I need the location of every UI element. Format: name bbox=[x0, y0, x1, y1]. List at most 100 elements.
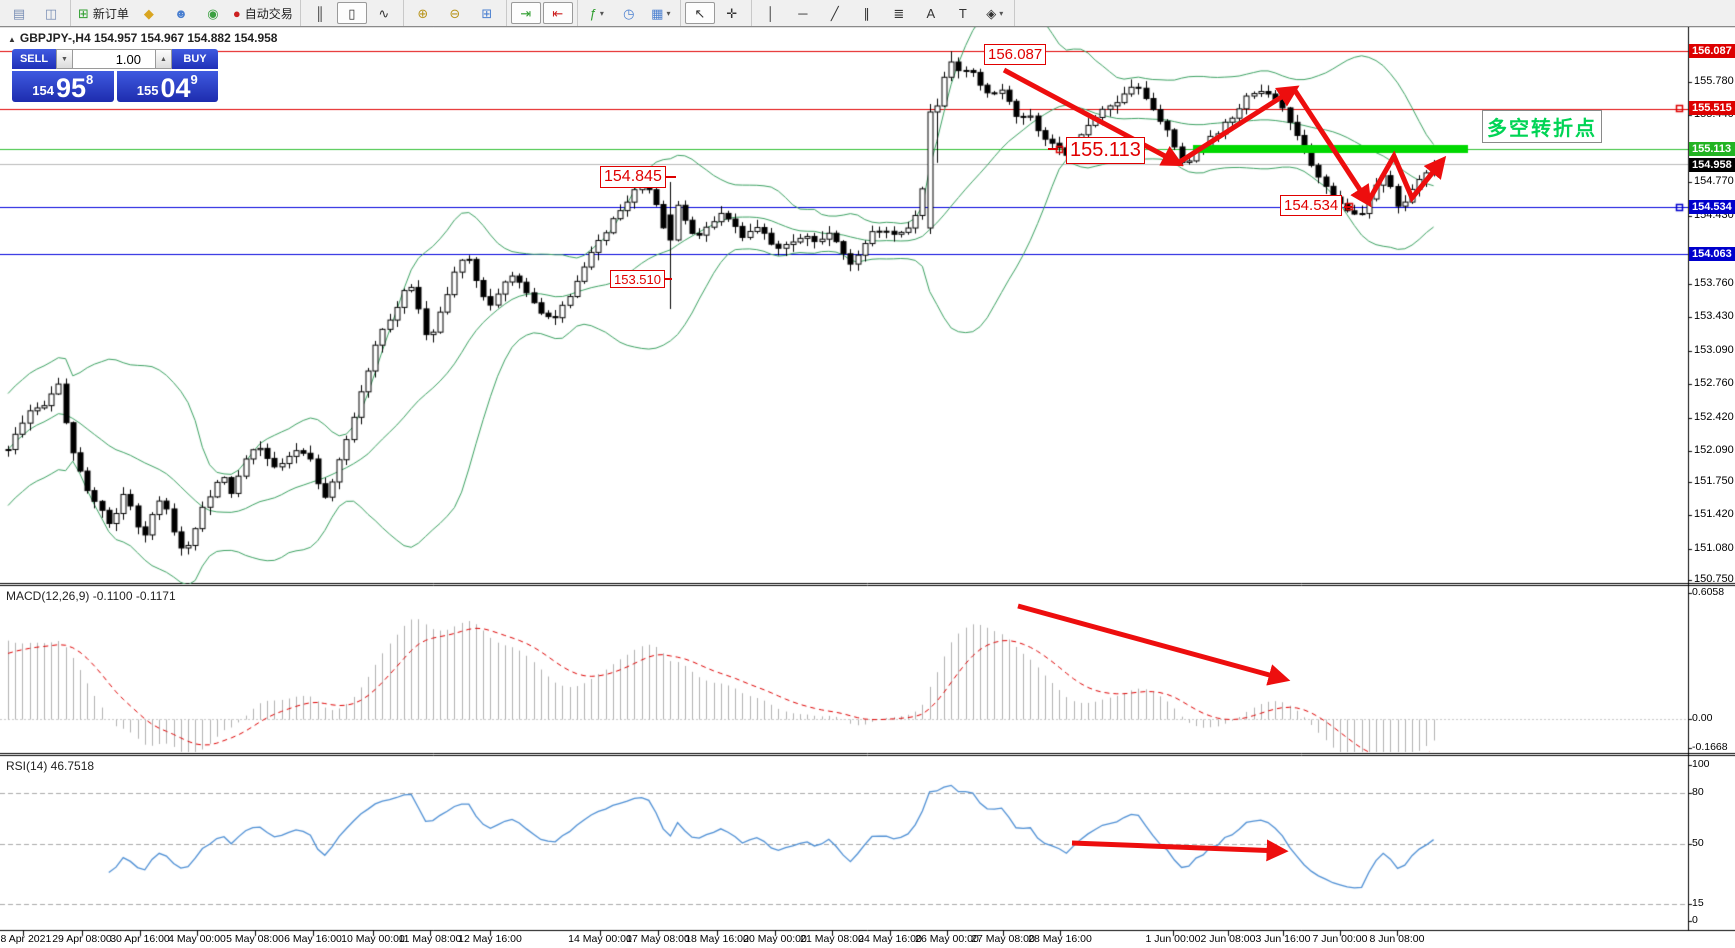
tile-windows-icon[interactable]: ⊞ bbox=[472, 2, 502, 24]
bid-price[interactable]: 154 95 8 bbox=[12, 71, 114, 102]
shapes-icon: ◈ bbox=[986, 5, 997, 21]
vertical-line-icon: │ bbox=[766, 5, 775, 21]
price-label-annotation[interactable]: 156.087 bbox=[984, 44, 1047, 65]
price-level-badge: 154.063 bbox=[1689, 247, 1735, 261]
chart-shift-icon: ⇤ bbox=[552, 5, 564, 21]
date-label: 12 May 16:00 bbox=[458, 933, 522, 945]
volume-step-down[interactable]: ▼ bbox=[56, 49, 73, 69]
label-connector bbox=[1048, 148, 1058, 150]
price-label-annotation[interactable]: 154.845 bbox=[600, 166, 666, 188]
line-chart-icon[interactable]: ∿ bbox=[369, 2, 399, 24]
price-axis-tick: 151.750 bbox=[1694, 475, 1734, 487]
vertical-line-icon[interactable]: │ bbox=[756, 2, 786, 24]
alerts-icon[interactable]: ◆ bbox=[134, 2, 164, 24]
periods-icon: ◷ bbox=[623, 5, 635, 21]
price-level-badge: 155.113 bbox=[1689, 142, 1735, 156]
new-order-button[interactable]: ⊞ 新订单 bbox=[75, 2, 132, 24]
rsi-axis-tick: 50 bbox=[1692, 837, 1704, 849]
price-label-annotation[interactable]: 153.510 bbox=[610, 270, 665, 288]
price-label-annotation[interactable]: 154.534 bbox=[1280, 195, 1343, 216]
market-watch-icon[interactable]: ☻ bbox=[166, 2, 196, 24]
new-chart-icon: ▤ bbox=[12, 5, 26, 21]
price-level-badge: 156.087 bbox=[1689, 44, 1735, 58]
date-label: 27 May 08:00 bbox=[971, 933, 1035, 945]
volume-step-up[interactable]: ▲ bbox=[155, 49, 172, 69]
price-axis-tick: 151.080 bbox=[1694, 542, 1734, 554]
cursor-icon[interactable]: ↖ bbox=[684, 2, 715, 24]
chart-profiles-icon: ◫ bbox=[44, 5, 58, 21]
auto-scroll-icon[interactable]: ⇥ bbox=[510, 2, 541, 24]
bid-prefix: 154 bbox=[32, 82, 54, 98]
volume-input[interactable]: 1.00 bbox=[73, 49, 155, 69]
candlestick-chart-icon: ▯ bbox=[348, 5, 356, 21]
chart-profiles-icon[interactable]: ◫ bbox=[36, 2, 66, 24]
signal-icon[interactable]: ◉ bbox=[198, 2, 228, 24]
price-label-annotation[interactable]: 155.113 bbox=[1066, 137, 1145, 164]
chart-shift-icon[interactable]: ⇤ bbox=[542, 2, 573, 24]
macd-axis-tick: 0.00 bbox=[1692, 712, 1713, 724]
sell-button[interactable]: SELL bbox=[12, 49, 56, 69]
shapes-icon[interactable]: ◈ ▾ bbox=[980, 2, 1010, 24]
fibonacci-icon[interactable]: ≣ bbox=[884, 2, 914, 24]
price-axis-tick: 153.760 bbox=[1694, 277, 1734, 289]
templates-icon[interactable]: ▦ ▾ bbox=[646, 2, 676, 24]
toolbar-group: ƒ ▾ ◷ ▦ ▾ bbox=[578, 0, 681, 26]
collapse-arrow-icon[interactable]: ▲ bbox=[8, 35, 16, 44]
crosshair-icon[interactable]: ✛ bbox=[717, 2, 747, 24]
date-label: 26 May 00:00 bbox=[915, 933, 979, 945]
ask-price[interactable]: 155 04 9 bbox=[116, 71, 218, 102]
zoom-in-icon[interactable]: ⊕ bbox=[408, 2, 438, 24]
indicators-icon[interactable]: ƒ ▾ bbox=[582, 2, 612, 24]
signal-icon: ◉ bbox=[207, 5, 219, 21]
new-order-button-label: 新订单 bbox=[92, 6, 129, 21]
date-label: 10 May 00:00 bbox=[341, 933, 405, 945]
cursor-icon: ↖ bbox=[694, 5, 706, 21]
date-label: 6 May 16:00 bbox=[284, 933, 342, 945]
bar-chart-icon[interactable]: ║ bbox=[305, 2, 335, 24]
fibonacci-icon: ≣ bbox=[893, 5, 905, 21]
label-connector bbox=[662, 176, 676, 178]
chart-title: ▲ GBPJPY-,H4 154.957 154.967 154.882 154.… bbox=[8, 31, 277, 45]
note-annotation[interactable]: 多空转折点 bbox=[1482, 110, 1602, 143]
tile-windows-icon: ⊞ bbox=[481, 5, 493, 21]
toolbar-group: ▤ ◫ bbox=[0, 0, 71, 26]
market-watch-icon: ☻ bbox=[174, 5, 188, 21]
buy-button[interactable]: BUY bbox=[172, 49, 218, 69]
new-chart-icon[interactable]: ▤ bbox=[4, 2, 34, 24]
chevron-down-icon[interactable]: ▾ bbox=[666, 8, 671, 18]
indicators-icon: ƒ bbox=[589, 5, 597, 21]
date-label: 5 May 08:00 bbox=[226, 933, 284, 945]
chevron-down-icon[interactable]: ▾ bbox=[599, 8, 604, 18]
date-label: 28 Apr 2021 bbox=[0, 933, 52, 945]
zoom-out-icon[interactable]: ⊖ bbox=[440, 2, 470, 24]
date-label: 24 May 16:00 bbox=[858, 933, 922, 945]
price-axis-tick: 153.090 bbox=[1694, 344, 1734, 356]
toolbar-group: ⇥ ⇤ bbox=[507, 0, 578, 26]
horizontal-line-icon[interactable]: ─ bbox=[788, 2, 818, 24]
text-tool-icon: A bbox=[926, 5, 936, 21]
price-axis-tick: 150.750 bbox=[1694, 573, 1734, 585]
autotrading-button: ● bbox=[232, 5, 241, 21]
text-tool-icon[interactable]: A bbox=[916, 2, 946, 24]
bar-chart-icon: ║ bbox=[315, 5, 325, 21]
crosshair-icon: ✛ bbox=[726, 5, 738, 21]
ohlc-text: GBPJPY-,H4 154.957 154.967 154.882 154.9… bbox=[19, 31, 278, 45]
chevron-down-icon[interactable]: ▾ bbox=[999, 8, 1004, 18]
rsi-label: RSI(14) 46.7518 bbox=[6, 759, 95, 773]
autotrading-button[interactable]: ● 自动交易 bbox=[230, 2, 296, 24]
rsi-axis-tick: 100 bbox=[1692, 758, 1710, 770]
text-label-icon[interactable]: T bbox=[948, 2, 978, 24]
price-level-badge: 154.958 bbox=[1689, 158, 1735, 172]
toolbar-group: ║ ▯ ∿ bbox=[301, 0, 404, 26]
channel-icon[interactable]: ∥ bbox=[852, 2, 882, 24]
templates-icon: ▦ bbox=[651, 5, 664, 21]
price-axis-tick: 151.420 bbox=[1694, 508, 1734, 520]
rsi-axis-tick: 15 bbox=[1692, 897, 1704, 909]
periods-icon[interactable]: ◷ bbox=[614, 2, 644, 24]
zoom-out-icon: ⊖ bbox=[449, 5, 461, 21]
toolbar-group: │ ─ ╱ ∥ ≣ A T ◈ ▾ bbox=[752, 0, 1015, 26]
trendline-icon[interactable]: ╱ bbox=[820, 2, 850, 24]
candlestick-chart-icon[interactable]: ▯ bbox=[336, 2, 367, 24]
